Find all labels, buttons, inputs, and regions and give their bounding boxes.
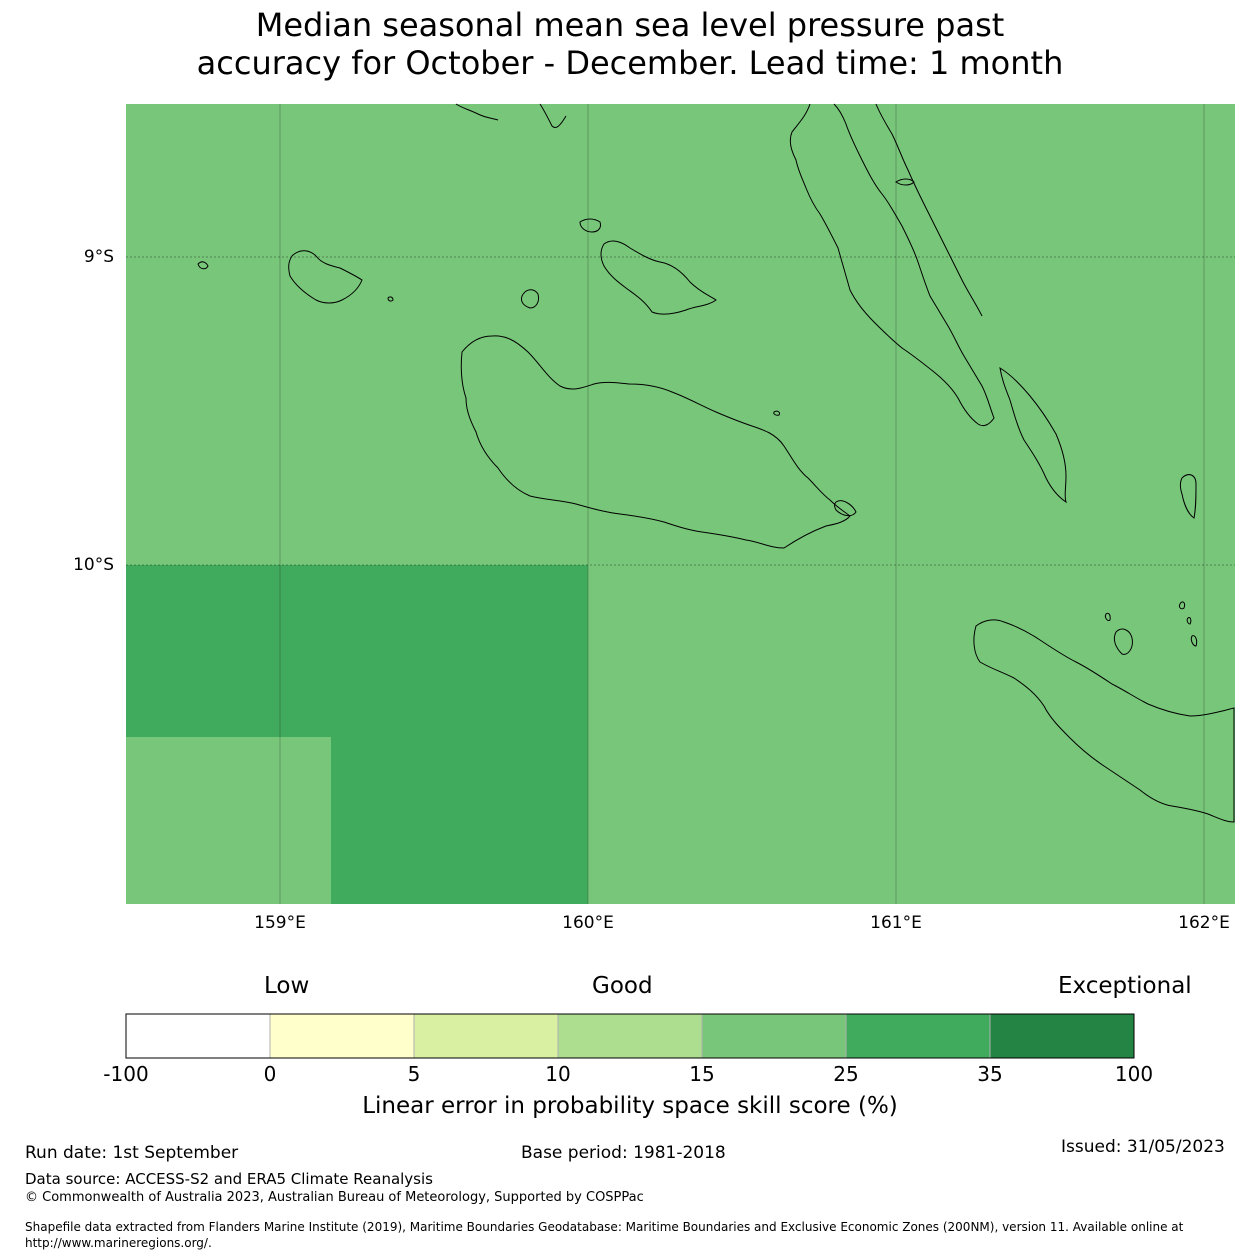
colorbar-bin-6	[845, 1013, 991, 1059]
coastline-islet-a	[1105, 612, 1111, 621]
colorbar-frame	[125, 1013, 1135, 1059]
lat-label-10s: 10°S	[73, 555, 114, 575]
colorbar-tick-2: 0	[263, 1062, 277, 1086]
colorbar-tick-7: 35	[977, 1062, 1003, 1086]
gridlines	[126, 256, 1235, 566]
copyright: © Commonwealth of Australia 2023, Austra…	[25, 1190, 644, 1205]
coastline-islet-russell-east	[387, 296, 394, 302]
colorbar-label: Linear error in probability space skill …	[362, 1093, 898, 1119]
skill-region-15-25-cutout	[126, 737, 331, 904]
shapefile-credit-line-1: Shapefile data extracted from Flanders M…	[25, 1220, 1184, 1234]
colorbar-bin-2	[269, 1013, 415, 1059]
coastline-small-malaita	[999, 367, 1067, 504]
coastline-islet-e	[773, 410, 780, 416]
lon-label-162e: 162°E	[1178, 913, 1230, 933]
data-source: Data source: ACCESS-S2 and ERA5 Climate …	[25, 1170, 433, 1188]
colorbar	[125, 1013, 1135, 1059]
colorbar-bin-5	[701, 1013, 847, 1059]
coastline-savo	[521, 289, 539, 309]
colorbar-bin-1	[125, 1013, 271, 1059]
skill-label-exceptional: Exceptional	[1058, 973, 1192, 999]
colorbar-tick-5: 15	[689, 1062, 715, 1086]
skill-label-low: Low	[264, 973, 310, 999]
colorbar-bin-4	[557, 1013, 703, 1059]
colorbar-bin-3	[413, 1013, 559, 1059]
coastline-islet-f	[834, 500, 857, 517]
colorbar-bin-7	[989, 1013, 1135, 1059]
coastline-malaita-east	[875, 103, 983, 317]
run-date: Run date: 1st September	[25, 1143, 239, 1163]
coastline-islet-ndai	[895, 178, 915, 186]
coastline-florida-north	[579, 218, 601, 233]
skill-label-good: Good	[592, 973, 653, 999]
coastline-ulawa	[1180, 474, 1197, 519]
shapefile-credit-line-2: http://www.marineregions.org/.	[25, 1236, 212, 1250]
coastline-malaita-north	[789, 103, 995, 427]
gridlines-lon	[279, 104, 1205, 904]
coastlines	[197, 103, 1235, 823]
coastline-russell-islands	[288, 250, 363, 304]
lon-label-159e: 159°E	[254, 913, 306, 933]
lat-label-9s: 9°S	[83, 247, 114, 267]
colorbar-tick-6: 25	[833, 1062, 859, 1086]
map-panel	[126, 103, 1235, 904]
lon-label-161e: 161°E	[870, 913, 922, 933]
coastline-islet-west	[197, 261, 209, 270]
coastline-north-top	[455, 103, 499, 121]
coastline-islet-b	[1179, 601, 1185, 610]
coastline-florida-islands	[600, 240, 717, 315]
colorbar-tick-4: 10	[545, 1062, 571, 1086]
colorbar-tick-8: 100	[1114, 1062, 1154, 1086]
colorbar-tick-3: 5	[407, 1062, 421, 1086]
issued-date: Issued: 31/05/2023	[1061, 1137, 1225, 1157]
base-period: Base period: 1981-2018	[521, 1143, 726, 1163]
title-line-1: Median seasonal mean sea level pressure …	[255, 6, 1005, 44]
lon-label-160e: 160°E	[562, 913, 614, 933]
coastline-makira	[973, 619, 1235, 823]
coastline-islet-d	[1190, 635, 1198, 647]
coastline-north-top-2	[539, 103, 567, 129]
coastline-islet-c	[1186, 617, 1192, 625]
map-title: Median seasonal mean sea level pressure …	[0, 6, 1260, 82]
title-line-2: accuracy for October - December. Lead ti…	[196, 44, 1064, 82]
colorbar-tick-1: -100	[103, 1062, 149, 1086]
coastline-islet-makira-north	[1113, 628, 1133, 655]
